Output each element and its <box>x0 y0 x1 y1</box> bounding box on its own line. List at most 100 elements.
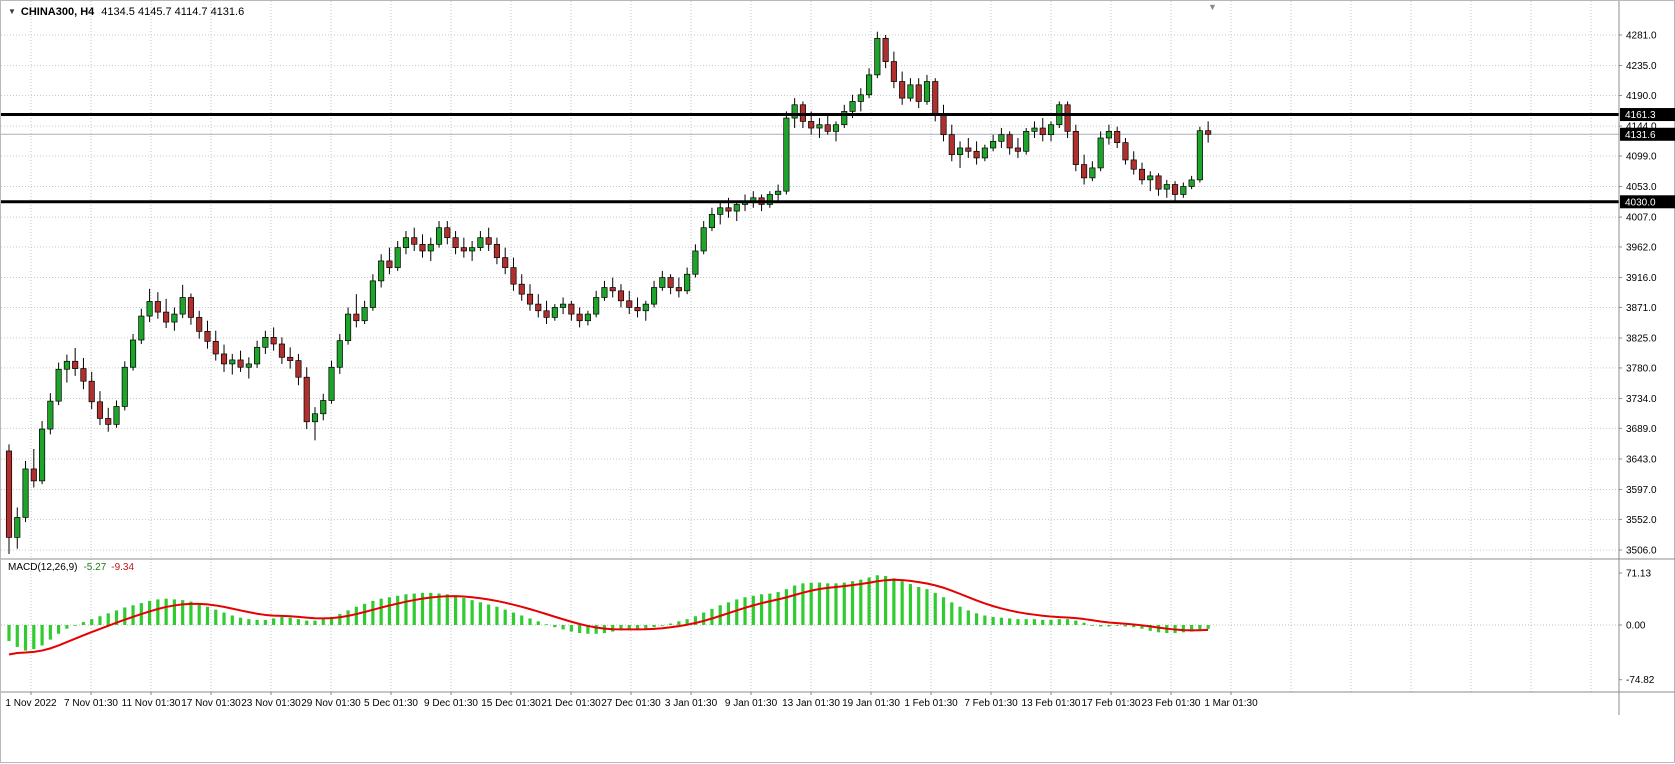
macd-bar <box>197 603 201 625</box>
macd-bar <box>1041 619 1045 625</box>
macd-bar <box>652 625 656 628</box>
macd-bar <box>578 625 582 634</box>
macd-bar <box>743 597 747 625</box>
time-tick-label: 1 Mar 01:30 <box>1204 698 1258 709</box>
price-axis[interactable]: 4281.0 4235.0 4190.0 4144.0 4099.0 4053.0 4007… <box>1619 31 1657 687</box>
macd-bar <box>991 616 995 625</box>
candle-bull <box>923 81 931 102</box>
candle-bull <box>560 303 567 308</box>
macd-bar <box>1049 619 1053 625</box>
svg-text:4030.0: 4030.0 <box>1625 197 1656 208</box>
candle-bear <box>576 313 583 322</box>
macd-bar <box>1057 619 1061 625</box>
candle-bull <box>783 117 790 192</box>
candle-bear <box>824 124 831 132</box>
candle-bear <box>890 61 897 82</box>
macd-bar <box>462 597 466 625</box>
candle-bear <box>882 37 889 62</box>
candle-bull <box>841 111 848 126</box>
candle-bear <box>526 293 534 305</box>
candle-bear <box>187 297 194 318</box>
candle-bull <box>593 297 600 315</box>
macd-bar <box>561 625 565 630</box>
candle-bull <box>998 134 1005 142</box>
macd-bar <box>73 625 77 626</box>
candle-bull <box>857 94 864 102</box>
candle-bull <box>584 313 591 322</box>
candle-bull <box>733 204 740 212</box>
macd-bar <box>999 617 1003 625</box>
candle-bear <box>535 303 542 312</box>
candle-bull <box>1188 179 1195 187</box>
time-tick-label: 9 Jan 01:30 <box>725 698 778 709</box>
macd-bar <box>1115 625 1119 626</box>
candle-bull <box>39 428 46 482</box>
macd-bar <box>156 599 160 625</box>
macd-bar <box>429 592 433 625</box>
candle-bull <box>14 517 21 538</box>
candle-bull <box>1147 175 1154 181</box>
candle-bull <box>692 250 699 275</box>
candle-bear <box>1039 127 1046 136</box>
macd-tick-label: 71.13 <box>1626 569 1651 580</box>
candle-bear <box>212 340 219 355</box>
time-tick-label: 11 Nov 01:30 <box>122 698 181 709</box>
candle-bear <box>1155 175 1162 190</box>
candle-bear <box>1130 159 1137 170</box>
macd-bar <box>842 582 846 625</box>
candle-bull <box>990 140 997 149</box>
macd-bar <box>106 613 110 625</box>
candle-bear <box>204 331 211 342</box>
symbol-dropdown-icon[interactable]: ▼ <box>8 7 16 16</box>
macd-bar <box>379 598 383 625</box>
time-axis[interactable]: 1 Nov 2022 7 Nov 01:30 11 Nov 01:30 17 Nov … <box>5 692 1258 709</box>
candle-bear <box>295 360 302 378</box>
macd-bar <box>933 592 937 625</box>
macd-bar <box>255 619 259 625</box>
macd-bar <box>131 605 135 625</box>
candle-bear <box>502 257 509 268</box>
macd-bar <box>834 583 838 625</box>
candle-bull <box>171 313 178 323</box>
macd-signal-line <box>8 578 1209 656</box>
candle-bull <box>601 287 608 298</box>
price-tag-level: 4030.0 <box>1620 195 1675 209</box>
macd-bar <box>693 616 698 625</box>
candle-bull <box>55 368 62 402</box>
price-tick-label: 4007.0 <box>1626 213 1657 224</box>
macd-bar <box>627 625 631 630</box>
macd-bar <box>569 625 573 632</box>
macd-bar <box>32 625 36 650</box>
macd-bar <box>1107 625 1111 627</box>
macd-bar <box>867 577 871 625</box>
candle-bull <box>1023 131 1030 152</box>
chart-shift-marker-icon[interactable]: ▼ <box>1208 2 1217 12</box>
candle-bull <box>700 227 707 252</box>
candle-bull <box>245 363 252 368</box>
candle-bull <box>766 194 773 205</box>
macd-bar <box>801 583 805 625</box>
time-tick-label: 29 Nov 01:30 <box>301 698 361 709</box>
macd-histogram <box>7 575 1210 651</box>
candle-bear <box>899 81 906 99</box>
candle-bear <box>725 207 732 212</box>
candle-bear <box>1006 134 1013 149</box>
price-tick-label: 4053.0 <box>1626 182 1657 193</box>
candle-bear <box>80 368 87 382</box>
time-tick-label: 21 Dec 01:30 <box>541 698 601 709</box>
macd-bar <box>586 625 590 634</box>
macd-bar <box>1148 625 1152 631</box>
macd-bar <box>445 594 449 625</box>
candle-bull <box>179 297 186 315</box>
time-tick-label: 9 Dec 01:30 <box>424 698 478 709</box>
candle-bear <box>543 310 550 318</box>
macd-bar <box>875 575 879 625</box>
time-tick-label: 19 Jan 01:30 <box>842 698 900 709</box>
candle-bear <box>452 237 459 248</box>
price-tick-label: 3689.0 <box>1626 424 1657 435</box>
macd-bar <box>768 593 772 625</box>
candle-bull <box>849 101 856 112</box>
macd-bar <box>354 606 358 625</box>
